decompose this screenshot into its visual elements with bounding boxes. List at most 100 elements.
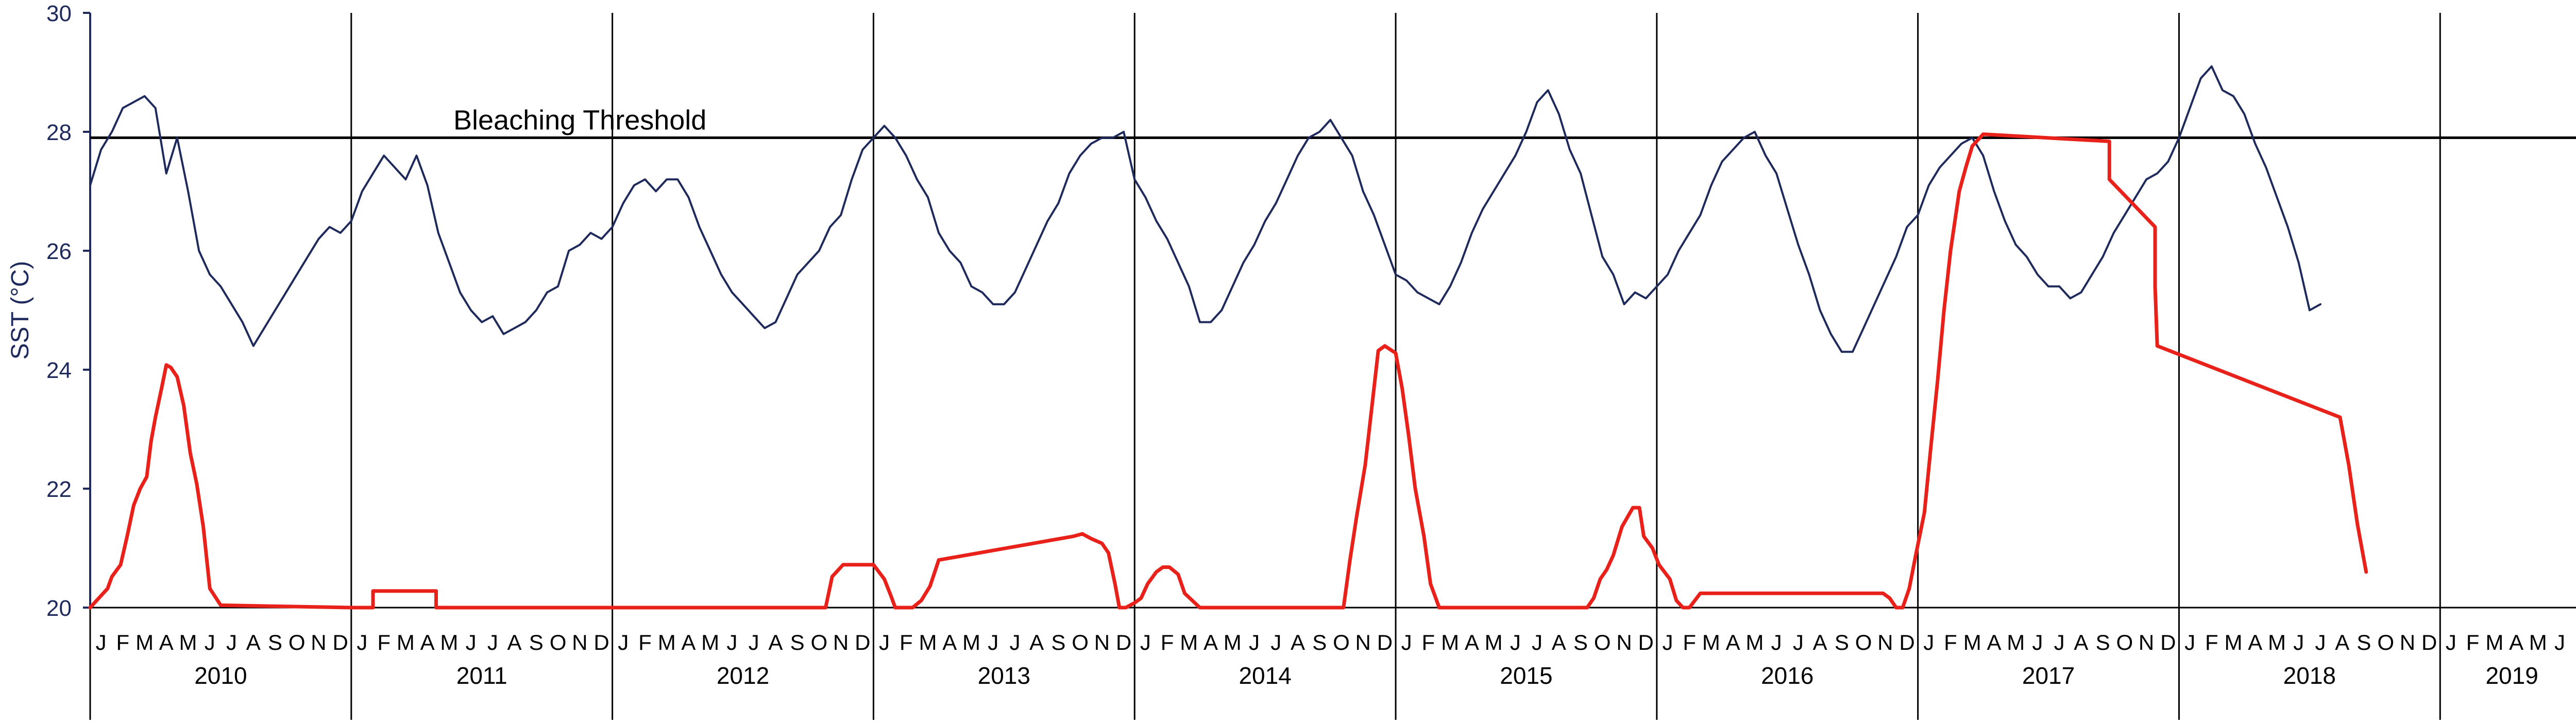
month-label: N	[572, 630, 587, 654]
month-label: S	[1573, 630, 1588, 654]
month-label: M	[1180, 630, 1198, 654]
month-label: J	[726, 630, 737, 654]
month-label: J	[2554, 630, 2565, 654]
year-label: 2015	[1500, 662, 1552, 689]
month-label: S	[790, 630, 805, 654]
left-tick-label: 24	[46, 358, 72, 383]
month-label: F	[377, 630, 391, 654]
month-label: S	[2096, 630, 2110, 654]
month-label: A	[1029, 630, 1044, 654]
month-label: A	[159, 630, 174, 654]
month-label: O	[1333, 630, 1350, 654]
month-label: F	[1683, 630, 1696, 654]
month-label: J	[2184, 630, 2195, 654]
month-label: M	[2225, 630, 2243, 654]
sst-series-line	[89, 65, 2321, 353]
month-label: M	[1963, 630, 1981, 654]
month-label: J	[205, 630, 215, 654]
dhw-series-line	[88, 132, 2368, 610]
month-label: J	[2032, 630, 2043, 654]
month-label: J	[487, 630, 498, 654]
month-label: J	[466, 630, 477, 654]
month-label: A	[1726, 630, 1740, 654]
month-label: M	[135, 630, 154, 654]
month-label: J	[1510, 630, 1521, 654]
month-label: D	[333, 630, 348, 654]
month-label: N	[2400, 630, 2415, 654]
month-label: J	[2446, 630, 2456, 654]
month-label: D	[1377, 630, 1393, 654]
month-label: D	[1638, 630, 1654, 654]
month-label: S	[268, 630, 282, 654]
left-tick-label: 28	[46, 120, 72, 145]
month-label: M	[1441, 630, 1459, 654]
month-label: D	[1899, 630, 1914, 654]
year-label: 2012	[717, 662, 769, 689]
left-tick-label: 20	[46, 596, 72, 621]
year-label: 2017	[2022, 662, 2075, 689]
month-label: A	[507, 630, 522, 654]
month-label: M	[179, 630, 197, 654]
month-label: M	[2007, 630, 2025, 654]
month-label: M	[1224, 630, 1242, 654]
bleaching-threshold-label: Bleaching Threshold	[453, 105, 706, 136]
year-label: 2019	[2485, 662, 2538, 689]
month-label: A	[246, 630, 261, 654]
month-label: M	[962, 630, 980, 654]
month-label: J	[1923, 630, 1934, 654]
month-label: J	[618, 630, 629, 654]
year-label: 2014	[1239, 662, 1291, 689]
month-label: A	[1204, 630, 1218, 654]
month-label: A	[2074, 630, 2088, 654]
month-label: M	[701, 630, 719, 654]
month-label: A	[1465, 630, 1479, 654]
month-label: F	[900, 630, 913, 654]
month-label: M	[1745, 630, 1764, 654]
month-label: M	[2485, 630, 2503, 654]
month-label: M	[440, 630, 458, 654]
month-label: F	[116, 630, 130, 654]
month-label: A	[2335, 630, 2349, 654]
month-label: J	[988, 630, 998, 654]
axes	[83, 12, 2576, 609]
month-label: D	[2160, 630, 2176, 654]
month-label: O	[810, 630, 827, 654]
year-label: 2011	[456, 662, 507, 689]
month-label: J	[1140, 630, 1151, 654]
month-label: A	[942, 630, 957, 654]
month-label: O	[1855, 630, 1872, 654]
month-label: J	[1662, 630, 1673, 654]
month-label: J	[1401, 630, 1412, 654]
month-label: F	[1422, 630, 1435, 654]
month-label: M	[397, 630, 415, 654]
month-label: J	[2315, 630, 2326, 654]
month-label: O	[2377, 630, 2394, 654]
month-label: N	[2139, 630, 2154, 654]
year-separators	[89, 13, 2441, 720]
month-label: A	[1813, 630, 1827, 654]
month-label: J	[1793, 630, 1804, 654]
month-label: J	[1009, 630, 1020, 654]
month-label: M	[2268, 630, 2286, 654]
left-tick-label: 30	[46, 1, 72, 26]
month-label: N	[1355, 630, 1371, 654]
month-label: A	[2509, 630, 2523, 654]
month-label: J	[2293, 630, 2304, 654]
month-label: J	[1532, 630, 1543, 654]
month-label: J	[749, 630, 759, 654]
year-label: 2018	[2283, 662, 2336, 689]
series	[88, 65, 2576, 610]
month-label: M	[658, 630, 676, 654]
month-label: J	[96, 630, 107, 654]
month-label: J	[357, 630, 367, 654]
month-label: A	[1291, 630, 1305, 654]
month-label: J	[226, 630, 237, 654]
month-label: M	[1702, 630, 1720, 654]
month-label: S	[529, 630, 544, 654]
month-label: O	[2116, 630, 2133, 654]
month-label: J	[1771, 630, 1782, 654]
month-label: D	[1116, 630, 1131, 654]
month-label: O	[1594, 630, 1611, 654]
month-label: O	[550, 630, 567, 654]
